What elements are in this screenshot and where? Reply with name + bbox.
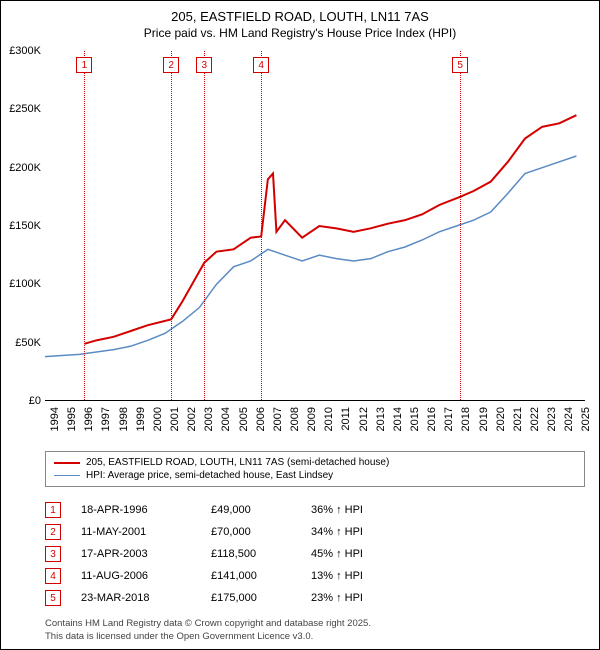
x-tick-label: 2019: [478, 407, 490, 431]
marker-vline: [460, 51, 461, 400]
marker-number-box: 3: [45, 546, 61, 562]
marker-row: 5 23-MAR-2018 £175,000 23% ↑ HPI: [45, 587, 585, 609]
legend-label: 205, EASTFIELD ROAD, LOUTH, LN11 7AS (se…: [86, 457, 389, 468]
footer-line1: Contains HM Land Registry data © Crown c…: [45, 618, 371, 630]
marker-row: 4 11-AUG-2006 £141,000 13% ↑ HPI: [45, 565, 585, 587]
marker-number-box: 5: [45, 590, 61, 606]
chart-marker-box: 4: [253, 57, 269, 73]
marker-vline: [171, 51, 172, 400]
x-tick-label: 2003: [203, 407, 215, 431]
chart-marker-box: 3: [196, 57, 212, 73]
marker-date: 11-AUG-2006: [81, 570, 191, 582]
x-tick-label: 1999: [135, 407, 147, 431]
marker-date: 17-APR-2003: [81, 548, 191, 560]
y-tick-label: £100K: [9, 278, 41, 290]
y-tick-label: £250K: [9, 103, 41, 115]
x-tick-label: 2017: [443, 407, 455, 431]
x-tick-label: 2020: [495, 407, 507, 431]
x-tick-label: 2002: [186, 407, 198, 431]
x-tick-label: 2022: [529, 407, 541, 431]
marker-number-box: 2: [45, 524, 61, 540]
legend-swatch: [54, 462, 80, 464]
chart-area: 1 2 3 4 5: [45, 51, 585, 401]
y-axis: £0£50K£100K£150K£200K£250K£300K: [1, 51, 45, 401]
marker-price: £141,000: [211, 570, 291, 582]
x-tick-label: 1998: [118, 407, 130, 431]
x-tick-label: 1994: [49, 407, 61, 431]
x-tick-label: 2010: [323, 407, 335, 431]
x-tick-label: 1995: [66, 407, 78, 431]
marker-list: 1 18-APR-1996 £49,000 36% ↑ HPI 2 11-MAY-2001…: [45, 499, 585, 609]
x-tick-label: 1996: [83, 407, 95, 431]
marker-price: £70,000: [211, 526, 291, 538]
chart-svg: [45, 51, 585, 400]
footer-attribution: Contains HM Land Registry data © Crown c…: [45, 618, 371, 643]
marker-vline: [261, 51, 262, 400]
marker-price: £118,500: [211, 548, 291, 560]
marker-pct: 23% ↑ HPI: [311, 592, 401, 604]
legend: 205, EASTFIELD ROAD, LOUTH, LN11 7AS (se…: [45, 451, 585, 487]
marker-pct: 36% ↑ HPI: [311, 504, 401, 516]
marker-row: 1 18-APR-1996 £49,000 36% ↑ HPI: [45, 499, 585, 521]
marker-price: £175,000: [211, 592, 291, 604]
marker-pct: 45% ↑ HPI: [311, 548, 401, 560]
x-tick-label: 2023: [546, 407, 558, 431]
marker-number-box: 4: [45, 568, 61, 584]
marker-price: £49,000: [211, 504, 291, 516]
x-tick-label: 2006: [255, 407, 267, 431]
x-tick-label: 2015: [409, 407, 421, 431]
series-line: [84, 115, 576, 344]
x-tick-label: 2012: [358, 407, 370, 431]
marker-date: 23-MAR-2018: [81, 592, 191, 604]
legend-row: HPI: Average price, semi-detached house,…: [54, 469, 576, 482]
marker-date: 18-APR-1996: [81, 504, 191, 516]
x-tick-label: 1997: [100, 407, 112, 431]
x-tick-label: 2008: [289, 407, 301, 431]
x-tick-label: 2024: [563, 407, 575, 431]
x-tick-label: 2004: [220, 407, 232, 431]
x-tick-label: 2001: [169, 407, 181, 431]
chart-marker-box: 1: [76, 57, 92, 73]
legend-label: HPI: Average price, semi-detached house,…: [86, 470, 333, 481]
footer-line2: This data is licensed under the Open Gov…: [45, 631, 371, 643]
x-tick-label: 2000: [152, 407, 164, 431]
x-tick-label: 2021: [512, 407, 524, 431]
y-tick-label: £50K: [15, 337, 41, 349]
x-tick-label: 2014: [392, 407, 404, 431]
x-tick-label: 2025: [580, 407, 592, 431]
y-tick-label: £0: [29, 395, 41, 407]
marker-vline: [84, 51, 85, 400]
legend-swatch: [54, 475, 80, 477]
x-tick-label: 2013: [375, 407, 387, 431]
chart-marker-box: 2: [163, 57, 179, 73]
y-tick-label: £150K: [9, 220, 41, 232]
x-tick-label: 2005: [238, 407, 250, 431]
page-subtitle: Price paid vs. HM Land Registry's House …: [1, 24, 599, 40]
marker-pct: 13% ↑ HPI: [311, 570, 401, 582]
y-tick-label: £200K: [9, 162, 41, 174]
x-axis: 1994 1995 1996 1997 1998 1999 2000 2001 2002 2003…: [45, 403, 585, 448]
marker-vline: [204, 51, 205, 400]
x-tick-label: 2018: [460, 407, 472, 431]
x-tick-label: 2007: [272, 407, 284, 431]
marker-number-box: 1: [45, 502, 61, 518]
marker-date: 11-MAY-2001: [81, 526, 191, 538]
legend-row: 205, EASTFIELD ROAD, LOUTH, LN11 7AS (se…: [54, 456, 576, 469]
series-line: [45, 156, 576, 357]
x-tick-label: 2011: [340, 407, 352, 431]
chart-marker-box: 5: [452, 57, 468, 73]
marker-row: 3 17-APR-2003 £118,500 45% ↑ HPI: [45, 543, 585, 565]
x-tick-label: 2009: [306, 407, 318, 431]
y-tick-label: £300K: [9, 45, 41, 57]
marker-row: 2 11-MAY-2001 £70,000 34% ↑ HPI: [45, 521, 585, 543]
x-tick-label: 2016: [426, 407, 438, 431]
page-title: 205, EASTFIELD ROAD, LOUTH, LN11 7AS: [1, 1, 599, 24]
marker-pct: 34% ↑ HPI: [311, 526, 401, 538]
